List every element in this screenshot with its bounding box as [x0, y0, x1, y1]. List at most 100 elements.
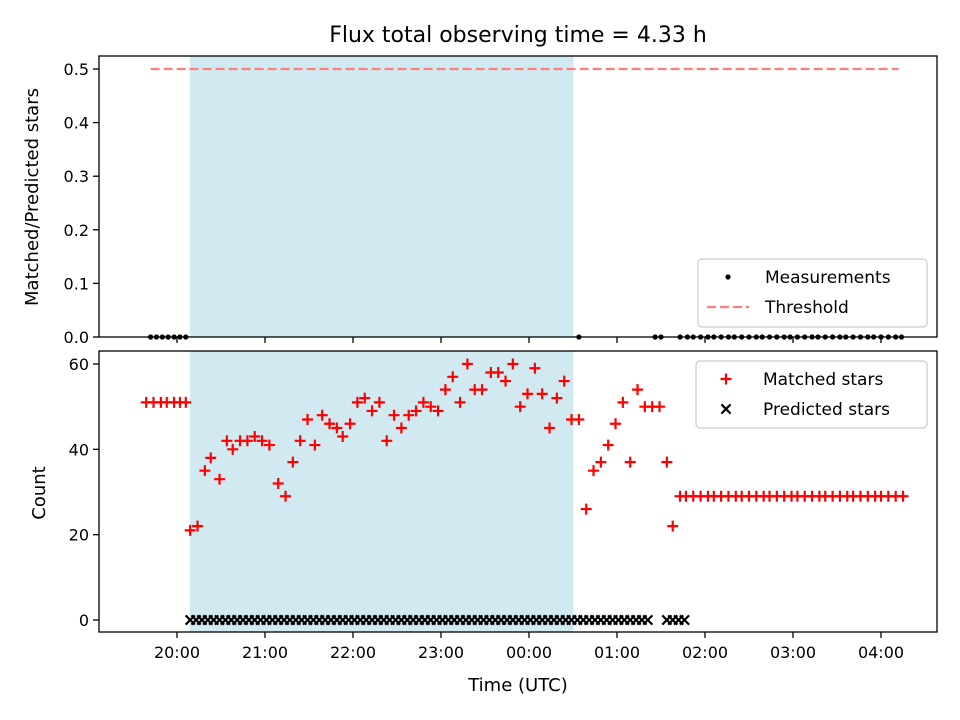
- matched-star-point: [507, 358, 519, 370]
- matched-star-point: [425, 401, 437, 413]
- y-tick-label: 0: [79, 611, 89, 630]
- y-tick-label: 0.3: [64, 167, 89, 186]
- matched-star-point: [280, 490, 292, 502]
- y-tick-label: 0.0: [64, 328, 89, 347]
- matched-star-point: [241, 435, 253, 447]
- x-tick-label: 04:00: [858, 643, 904, 662]
- matched-star-point: [381, 435, 393, 447]
- y-tick-label: 0.5: [64, 60, 89, 79]
- shaded-observing-window: [189, 350, 574, 633]
- matched-star-point: [439, 384, 451, 396]
- matched-star-point: [272, 477, 284, 489]
- matched-star-point: [544, 422, 556, 434]
- matched-star-point: [302, 413, 314, 425]
- x-tick-label: 22:00: [330, 643, 376, 662]
- matched-star-point: [180, 396, 192, 408]
- legend-box: [695, 360, 928, 429]
- x-tick-label: 23:00: [418, 643, 464, 662]
- chart-title: Flux total observing time = 4.33 h: [329, 23, 707, 48]
- matched-star-point: [227, 443, 239, 455]
- matched-star-point: [632, 384, 644, 396]
- legend-box: [697, 258, 928, 328]
- matched-star-point: [221, 435, 233, 447]
- x-tick-label: 02:00: [682, 643, 728, 662]
- matched-star-point: [184, 524, 196, 536]
- matched-star-point: [447, 371, 459, 383]
- top-panel: 0.0 0.1 0.2 0.3 0.4 0.5 Measurements Threshold: [64, 55, 938, 347]
- matched-star-point: [661, 456, 673, 468]
- matched-star-point: [617, 396, 629, 408]
- matched-star-point: [588, 465, 600, 477]
- matched-star-point: [373, 396, 385, 408]
- matched-star-point: [624, 456, 636, 468]
- y-tick-label: 0.4: [64, 114, 89, 133]
- x-tick-label: 21:00: [242, 643, 288, 662]
- matched-star-point: [654, 401, 666, 413]
- legend-matched-label: Matched stars: [763, 370, 883, 390]
- y-tick-label: 20: [69, 526, 89, 545]
- matched-star-point: [580, 503, 592, 515]
- matched-star-point: [417, 396, 429, 408]
- matched-star-point: [500, 375, 512, 387]
- matched-star-point: [366, 405, 378, 417]
- matched-star-point: [263, 439, 275, 451]
- matched-star-point: [395, 422, 407, 434]
- legend-matched-marker: [720, 373, 732, 385]
- matched-star-point: [309, 439, 321, 451]
- matched-star-point: [492, 367, 504, 379]
- legend-measurements-label: Measurements: [765, 268, 891, 288]
- legend-predicted-marker: [720, 403, 732, 415]
- matched-star-point: [514, 401, 526, 413]
- matched-star-point: [331, 422, 343, 434]
- matched-star-point: [667, 520, 679, 532]
- matched-star-point: [454, 396, 466, 408]
- matched-star-point: [344, 418, 356, 430]
- y-tick-label: 60: [69, 355, 89, 374]
- matched-star-point: [316, 409, 328, 421]
- legend-measurements-marker: [725, 274, 731, 280]
- matched-star-point: [595, 456, 607, 468]
- matched-star-point: [256, 435, 268, 447]
- top-axes-frame: [98, 55, 938, 338]
- matched-star-point: [529, 362, 541, 374]
- y-tick-label: 40: [69, 440, 89, 459]
- bottom-axes-frame: [98, 350, 938, 633]
- matched-star-point: [522, 388, 534, 400]
- legend-predicted-label: Predicted stars: [763, 400, 890, 420]
- matched-star-point: [388, 409, 400, 421]
- matched-star-point: [359, 392, 371, 404]
- predicted-star-point: [642, 614, 654, 626]
- matched-star-point: [249, 431, 261, 443]
- y-tick-label: 0.2: [64, 221, 89, 240]
- matched-star-point: [602, 439, 614, 451]
- top-y-axis-label: Matched/Predicted stars: [22, 88, 43, 306]
- matched-star-point: [205, 452, 217, 464]
- bottom-legend: Matched stars Predicted stars: [695, 360, 928, 429]
- matched-star-point: [897, 490, 909, 502]
- x-tick-label: 20:00: [154, 643, 200, 662]
- x-tick-label: 01:00: [594, 643, 640, 662]
- matched-star-point: [461, 358, 473, 370]
- y-tick-label: 0.1: [64, 274, 89, 293]
- matched-star-point: [558, 375, 570, 387]
- bottom-y-axis-label: Count: [29, 466, 50, 519]
- matched-star-point: [192, 520, 204, 532]
- matched-star-point: [432, 405, 444, 417]
- x-tick-label: 03:00: [770, 643, 816, 662]
- matched-star-point: [403, 409, 415, 421]
- matched-star-point: [294, 435, 306, 447]
- matched-star-point: [337, 431, 349, 443]
- legend-threshold-label: Threshold: [764, 298, 849, 318]
- matched-star-point: [476, 384, 488, 396]
- matched-star-point: [199, 465, 211, 477]
- matched-star-point: [324, 418, 336, 430]
- matched-star-point: [573, 413, 585, 425]
- matched-star-point: [536, 388, 548, 400]
- matched-star-point: [551, 392, 563, 404]
- top-legend: Measurements Threshold: [697, 258, 928, 328]
- matched-star-point: [287, 456, 299, 468]
- shaded-observing-window: [189, 55, 574, 338]
- matched-star-point: [410, 405, 422, 417]
- bottom-panel: 0 20 40 60 20:00 21:00 22:00 23:00 00:00 01:00 02:…: [69, 350, 938, 662]
